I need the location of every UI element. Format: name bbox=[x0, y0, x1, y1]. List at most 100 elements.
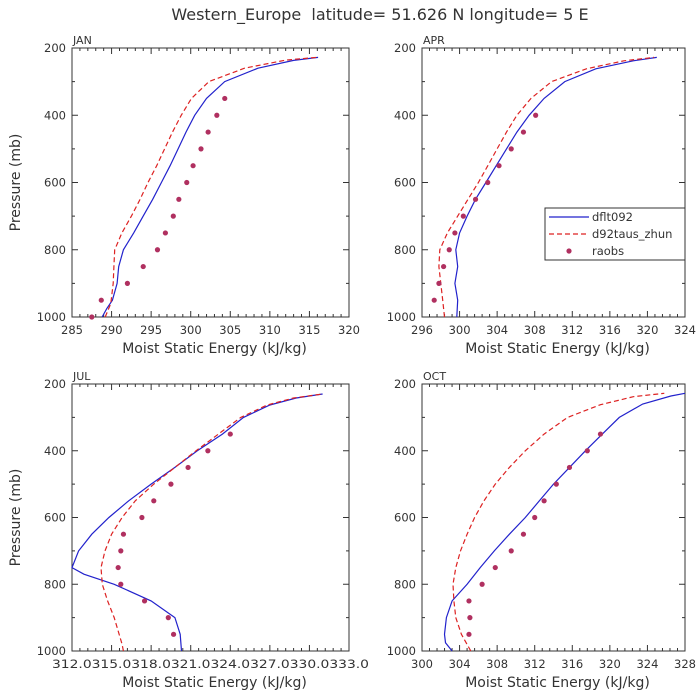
raobs-point bbox=[520, 531, 527, 537]
raobs-point bbox=[472, 196, 479, 202]
panel-label: OCT bbox=[423, 370, 446, 383]
x-tick-label: 328 bbox=[674, 657, 696, 671]
raobs-point bbox=[140, 263, 146, 270]
plot-frame bbox=[421, 47, 686, 318]
y-tick-label: 600 bbox=[44, 176, 66, 190]
raobs-point bbox=[205, 448, 211, 454]
y-axis-label: Pressure (mb) bbox=[8, 134, 24, 232]
legend-label: raobs bbox=[592, 244, 624, 258]
x-tick-label: 308 bbox=[486, 657, 508, 671]
raobs-point bbox=[460, 213, 466, 219]
raobs-point bbox=[508, 548, 514, 554]
series-line-dflt092 bbox=[443, 392, 686, 652]
y-tick-label: 200 bbox=[44, 377, 66, 391]
raobs-point bbox=[492, 564, 498, 571]
y-tick-label: 1000 bbox=[387, 310, 416, 324]
raobs-point bbox=[541, 498, 547, 504]
raobs-point bbox=[584, 448, 590, 454]
x-tick-label: 296 bbox=[411, 323, 433, 337]
y-tick-label: 200 bbox=[44, 41, 66, 55]
x-tick-labels: 312.0315.0318.0321.0324.0327.0330.0333.0 bbox=[52, 657, 369, 671]
x-tick-label: 324 bbox=[636, 657, 658, 671]
y-tick-label: 1000 bbox=[387, 644, 416, 658]
x-tick-label: 295 bbox=[140, 323, 162, 337]
raobs-point bbox=[520, 129, 527, 135]
legend-label: d92taus_zhun bbox=[592, 227, 672, 241]
y-tick-label: 600 bbox=[394, 511, 416, 525]
raobs-point bbox=[151, 498, 157, 504]
x-tick-label: 308 bbox=[524, 323, 546, 337]
legend-label: dflt092 bbox=[592, 210, 633, 224]
raobs-point bbox=[124, 280, 130, 286]
plot-frame bbox=[71, 383, 350, 652]
raobs-point bbox=[597, 431, 604, 437]
x-tick-label: 312 bbox=[524, 657, 546, 671]
raobs-point bbox=[139, 514, 145, 521]
series-line-d92taus_zhun bbox=[100, 393, 323, 652]
series-line-dflt092 bbox=[71, 393, 323, 652]
panel-jul: JUL 200 400 600 800 1000312.0315.0318.0321.03… bbox=[8, 370, 369, 691]
raobs-point bbox=[553, 481, 559, 487]
y-tick-label: 400 bbox=[394, 444, 416, 458]
raobs-point bbox=[118, 581, 124, 587]
y-tick-label: 1000 bbox=[37, 310, 66, 324]
x-tick-label: 305 bbox=[219, 323, 241, 337]
raobs-point bbox=[118, 548, 124, 554]
raobs-point bbox=[198, 146, 204, 152]
x-tick-label: 300 bbox=[180, 323, 202, 337]
y-tick-label: 400 bbox=[394, 108, 416, 122]
raobs-point bbox=[185, 464, 191, 471]
x-tick-label: 304 bbox=[449, 657, 471, 671]
y-axis-label: Pressure (mb) bbox=[8, 469, 24, 567]
x-tick-label: 316 bbox=[599, 323, 621, 337]
y-tick-label: 800 bbox=[44, 577, 66, 591]
raobs-point bbox=[566, 464, 573, 471]
raobs-point bbox=[466, 631, 472, 637]
y-tick-label: 400 bbox=[44, 444, 66, 458]
raobs-point bbox=[533, 112, 539, 118]
x-axis-label: Moist Static Energy (kJ/kg) bbox=[465, 341, 650, 357]
x-tick-label: 300 bbox=[411, 657, 433, 671]
raobs-point bbox=[141, 598, 148, 604]
figure-title: Western_Europe latitude= 51.626 N longit… bbox=[171, 5, 588, 25]
panel-label: APR bbox=[423, 34, 445, 47]
raobs-point bbox=[452, 230, 458, 236]
y-tick-label: 800 bbox=[394, 243, 416, 257]
raobs-point bbox=[98, 297, 104, 303]
raobs-point bbox=[466, 598, 472, 604]
y-tick-label: 800 bbox=[44, 243, 66, 257]
raobs-point bbox=[446, 247, 452, 253]
raobs-point bbox=[120, 531, 127, 537]
x-tick-label: 320 bbox=[338, 323, 360, 337]
raobs-point bbox=[441, 263, 447, 270]
series-line-d92taus_zhun bbox=[438, 56, 655, 318]
raobs-point bbox=[176, 196, 182, 202]
raobs-point bbox=[168, 481, 174, 487]
x-axis-label: Moist Static Energy (kJ/kg) bbox=[122, 675, 307, 691]
raobs-point bbox=[115, 564, 121, 571]
legend-swatch-raobs bbox=[566, 248, 572, 254]
x-tick-label: 312 bbox=[561, 323, 583, 337]
y-tick-label: 800 bbox=[394, 577, 416, 591]
x-tick-label: 304 bbox=[486, 323, 508, 337]
raobs-point bbox=[162, 230, 168, 236]
raobs-point bbox=[431, 297, 437, 303]
raobs-point bbox=[165, 615, 171, 621]
x-tick-label: 315 bbox=[298, 323, 320, 337]
x-tick-label: 300 bbox=[449, 323, 471, 337]
series-line-d92taus_zhun bbox=[452, 392, 665, 652]
y-tick-label: 1000 bbox=[37, 644, 66, 658]
raobs-point bbox=[205, 129, 211, 135]
raobs-point bbox=[89, 314, 95, 320]
series-line-dflt092 bbox=[454, 56, 657, 318]
y-tick-label: 400 bbox=[44, 108, 66, 122]
raobs-point bbox=[479, 581, 485, 587]
raobs-point bbox=[222, 95, 228, 102]
raobs-point bbox=[227, 431, 233, 437]
raobs-point bbox=[154, 247, 161, 253]
x-axis-label: Moist Static Energy (kJ/kg) bbox=[122, 341, 307, 357]
